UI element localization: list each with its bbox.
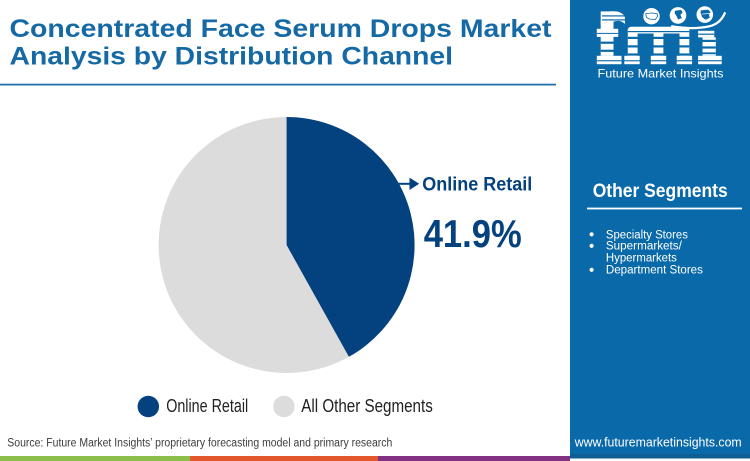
svg-text:Supermarkets/: Supermarkets/ xyxy=(606,241,683,253)
svg-text:www.futuremarketinsights.com: www.futuremarketinsights.com xyxy=(574,436,742,450)
svg-text:Concentrated Face Serum Drops: Concentrated Face Serum Drops Market xyxy=(10,15,553,43)
svg-text:Online Retail: Online Retail xyxy=(422,174,532,195)
svg-text:All Other Segments: All Other Segments xyxy=(301,396,433,416)
svg-text:Hypermarkets: Hypermarkets xyxy=(606,253,677,265)
svg-text:Future Market Insights: Future Market Insights xyxy=(598,67,724,81)
svg-text:Specialty Stores: Specialty Stores xyxy=(606,230,688,242)
svg-text:Department Stores: Department Stores xyxy=(606,265,703,277)
svg-text:Other Segments: Other Segments xyxy=(593,181,728,202)
svg-text:41.9%: 41.9% xyxy=(424,213,522,256)
svg-text:Analysis by Distribution Chann: Analysis by Distribution Channel xyxy=(10,42,454,70)
svg-text:Online Retail: Online Retail xyxy=(166,396,248,416)
svg-text:Source: Future Market Insights: Source: Future Market Insights’ propriet… xyxy=(7,438,392,450)
